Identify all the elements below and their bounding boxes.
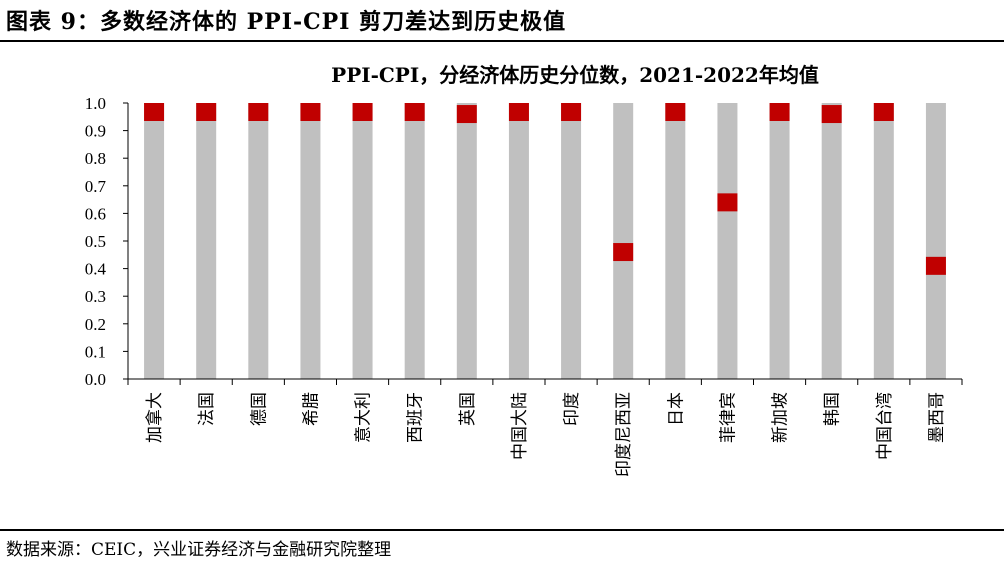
percentile-marker [248, 103, 269, 121]
range-bar [248, 103, 269, 379]
range-bar [821, 103, 842, 379]
y-tick-label: 0.5 [85, 232, 106, 251]
y-tick-label: 0.0 [85, 370, 106, 389]
percentile-marker [821, 105, 842, 124]
x-tick-label: 墨西哥 [927, 392, 947, 443]
x-tick-label: 法国 [197, 392, 217, 426]
chart: PPI-CPI，分经济体历史分位数，2021-2022年均值 0.0 0.1 0.2… [85, 63, 963, 477]
x-tick-label: 德国 [249, 392, 269, 426]
x-tick-label: 印度 [562, 392, 582, 426]
percentile-marker [196, 103, 217, 121]
bottom-rule [0, 529, 1004, 531]
x-tick-label: 中国大陆 [510, 392, 530, 460]
x-tick-label: 意大利 [354, 392, 374, 443]
range-bar [613, 103, 634, 379]
range-bar [300, 103, 321, 379]
percentile-marker [613, 243, 634, 262]
percentile-marker [717, 193, 738, 212]
range-bar [196, 103, 217, 379]
y-tick-label: 0.3 [85, 287, 106, 306]
y-tick-label: 0.9 [85, 122, 106, 141]
x-tick-label: 新加坡 [771, 392, 791, 443]
y-tick-label: 0.7 [85, 177, 107, 196]
percentile-marker [352, 103, 373, 121]
range-bar [144, 103, 165, 379]
percentile-marker [561, 103, 582, 121]
x-tick-label: 日本 [666, 392, 686, 426]
range-bar [665, 103, 686, 379]
top-rule [0, 40, 1004, 42]
x-tick-label: 希腊 [301, 392, 321, 426]
range-bar [352, 103, 373, 379]
range-bar [404, 103, 425, 379]
y-tick-label: 0.8 [85, 149, 106, 168]
y-tick-label: 0.1 [85, 342, 106, 361]
y-tick-label: 0.4 [85, 260, 107, 279]
x-tick-label: 韩国 [823, 392, 843, 426]
percentile-marker [769, 103, 790, 121]
range-bar [508, 103, 529, 379]
range-bar [873, 103, 894, 379]
percentile-marker [925, 256, 946, 275]
range-bar [925, 103, 946, 379]
range-bar [561, 103, 582, 379]
y-tick-label: 0.6 [85, 204, 106, 223]
percentile-marker [144, 103, 165, 121]
x-tick-label: 中国台湾 [875, 392, 895, 460]
figure-title: 图表 9：多数经济体的 PPI-CPI 剪刀差达到历史极值 [6, 9, 567, 35]
x-tick-label: 菲律宾 [718, 392, 738, 443]
y-tick-label: 1.0 [85, 94, 106, 113]
x-tick-label: 英国 [458, 392, 478, 426]
percentile-marker [873, 103, 894, 121]
x-tick-label: 西班牙 [406, 392, 426, 443]
percentile-marker [456, 105, 477, 124]
x-tick-label: 加拿大 [144, 392, 165, 443]
percentile-marker [508, 103, 529, 121]
range-bar [769, 103, 790, 379]
source-note: 数据来源：CEIC，兴业证券经济与金融研究院整理 [6, 540, 392, 560]
percentile-marker [300, 103, 321, 121]
chart-title: PPI-CPI，分经济体历史分位数，2021-2022年均值 [331, 63, 819, 87]
x-tick-label: 印度尼西亚 [614, 392, 634, 477]
range-bar [717, 103, 738, 379]
range-bar [456, 103, 477, 379]
percentile-marker [404, 103, 425, 121]
percentile-marker [665, 103, 686, 121]
y-tick-label: 0.2 [85, 315, 106, 334]
